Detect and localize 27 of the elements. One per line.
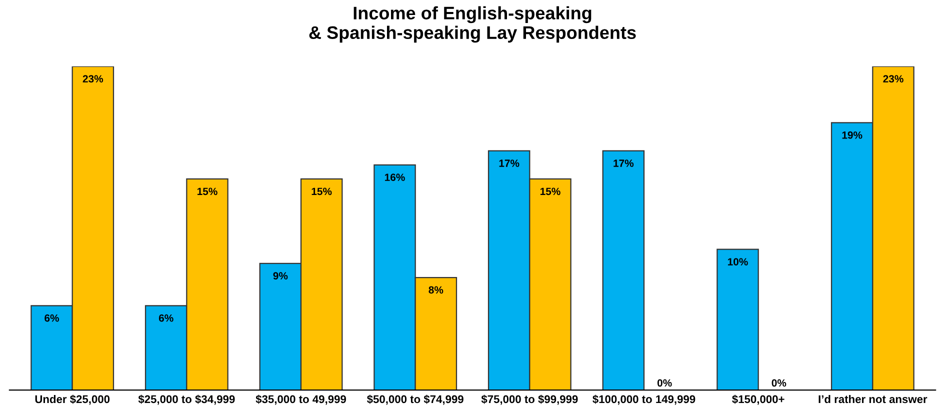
data-label: 15% <box>312 188 332 196</box>
x-tick-label: Under $25,000 <box>35 394 110 405</box>
data-label: 19% <box>842 131 862 139</box>
data-label: 15% <box>540 188 560 196</box>
bar <box>716 248 759 390</box>
data-label: 6% <box>44 314 60 322</box>
data-label: 15% <box>197 188 218 196</box>
data-label: 9% <box>273 272 288 280</box>
data-label: 23% <box>82 75 104 83</box>
x-tick-label: I’d rather not answer <box>818 394 928 404</box>
data-label: 17% <box>614 160 634 167</box>
x-tick-label: $50,000 to $74,999 <box>366 394 464 405</box>
data-label: 0% <box>657 379 672 387</box>
data-label: 0% <box>772 379 786 387</box>
data-label: 23% <box>883 75 904 83</box>
data-label: 6% <box>158 314 174 322</box>
data-label: 10% <box>728 258 748 266</box>
bar <box>602 150 645 390</box>
chart-title: Income of English-speaking & Spanish-speaking Lay Respondents <box>309 6 636 43</box>
x-tick-label: $100,000 to 149,999 <box>592 394 696 405</box>
x-tick-label: $35,000 to 49,999 <box>256 394 346 405</box>
x-tick-label: $25,000 to $34,999 <box>138 394 235 405</box>
data-label: 8% <box>428 286 444 294</box>
data-label: 16% <box>384 174 405 182</box>
x-tick-label: $150,000+ <box>732 394 784 405</box>
data-label: 17% <box>499 160 520 167</box>
x-tick-label: $75,000 to $99,999 <box>481 394 578 405</box>
